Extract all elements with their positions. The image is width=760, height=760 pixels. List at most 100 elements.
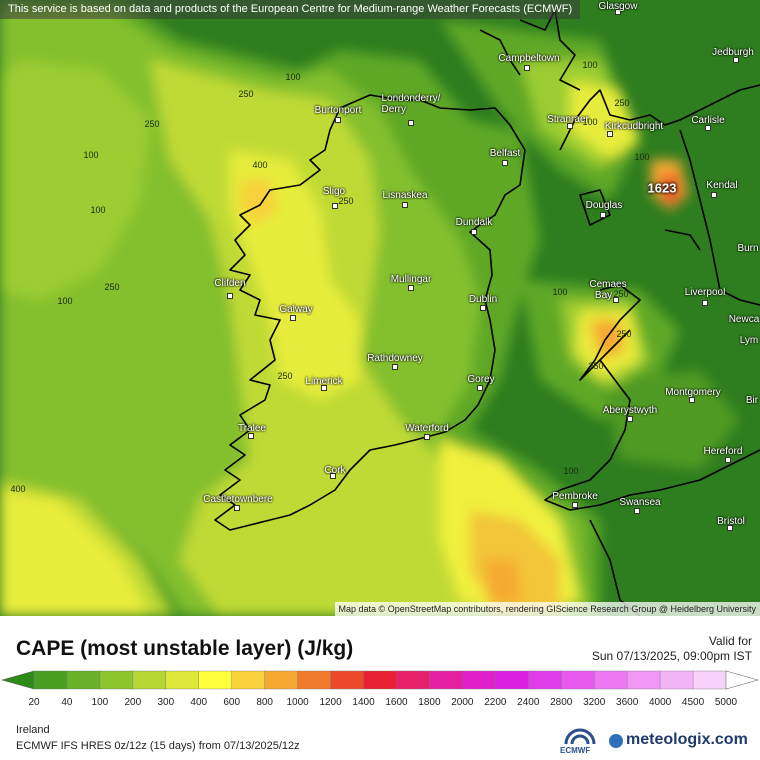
city-label: Newca — [728, 314, 760, 325]
city-label: Campbeltown — [498, 53, 560, 64]
scale-tick-label: 1400 — [352, 697, 375, 708]
contour-label: 250 — [104, 282, 120, 292]
city-marker — [613, 297, 619, 303]
contour-label: 250 — [144, 119, 160, 129]
scale-tick-label: 1200 — [319, 697, 342, 708]
cape-color-scale — [1, 670, 759, 690]
city-label: Tralee — [238, 423, 266, 434]
city-marker — [480, 305, 486, 311]
scale-tick-label: 3200 — [583, 697, 606, 708]
scale-segment — [626, 670, 661, 690]
city-marker — [702, 300, 708, 306]
city-marker — [572, 502, 578, 508]
scale-tick-label: 100 — [91, 697, 109, 708]
scale-segment — [659, 670, 694, 690]
city-label: Pembroke — [552, 491, 598, 502]
scale-tick-label: 1800 — [418, 697, 441, 708]
scale-tick-label: 800 — [256, 697, 273, 708]
ecmwf-attribution-banner: This service is based on data and produc… — [0, 0, 581, 19]
city-label-line: Derry — [381, 104, 406, 115]
city-label: Douglas — [585, 200, 623, 211]
cape-field — [0, 0, 760, 616]
city-marker — [330, 473, 336, 479]
city-label: Londonderry/Derry — [382, 93, 441, 115]
city-label: Lym — [739, 335, 759, 346]
city-label: Kendal — [706, 180, 738, 191]
contour-label: 100 — [83, 150, 99, 160]
city-label: Burtonport — [314, 105, 362, 116]
scale-segment — [462, 670, 497, 690]
scale-segment — [165, 670, 200, 690]
city-label: Bir — [745, 395, 759, 406]
city-marker — [408, 120, 414, 126]
scale-arrow-low — [1, 670, 35, 690]
cape-map: This service is based on data and produc… — [0, 0, 760, 616]
city-label: Swansea — [619, 497, 661, 508]
scale-tick-label: 300 — [157, 697, 175, 708]
city-marker — [705, 125, 711, 131]
city-marker — [471, 229, 477, 235]
contour-label: 100 — [285, 72, 301, 82]
city-label: Limerick — [305, 376, 343, 387]
contour-label: 100 — [582, 117, 598, 127]
scale-arrow-high — [725, 670, 759, 690]
city-marker — [290, 315, 296, 321]
city-marker — [627, 416, 633, 422]
valid-time: Sun 07/13/2025, 09:00pm IST — [591, 649, 752, 663]
scale-segment — [495, 670, 529, 690]
scale-segment — [363, 670, 398, 690]
scale-tick-label: 1600 — [385, 697, 408, 708]
scale-segment — [561, 670, 595, 690]
city-label: Hereford — [703, 446, 743, 457]
contour-label: 250 — [277, 371, 293, 381]
city-marker — [502, 160, 508, 166]
scale-segment — [132, 670, 167, 690]
city-label: Cemaes Bay — [589, 279, 626, 301]
scale-segment — [99, 670, 134, 690]
valid-label: Valid for — [708, 634, 752, 648]
city-label: Carlisle — [691, 115, 725, 126]
city-label: Waterford — [405, 423, 449, 434]
contour-label: 250 — [338, 196, 354, 206]
city-marker — [402, 202, 408, 208]
city-label: Liverpool — [684, 287, 726, 298]
scale-segment — [528, 670, 562, 690]
city-marker — [392, 364, 398, 370]
contour-label: 100 — [563, 466, 579, 476]
city-label: Montgomery — [665, 387, 721, 398]
city-label: Glasgow — [598, 1, 638, 12]
city-marker — [234, 505, 240, 511]
city-label: Castletownbere — [203, 494, 273, 505]
scale-tick-label: 400 — [190, 697, 208, 708]
scale-tick-label: 20 — [28, 697, 40, 708]
city-label: Mullingar — [390, 274, 432, 285]
contour-label: 250 — [613, 289, 629, 299]
city-marker — [689, 397, 695, 403]
city-marker — [711, 192, 717, 198]
model-run-label: ECMWF IFS HRES 0z/12z (15 days) from 07/… — [16, 740, 300, 752]
city-marker — [408, 285, 414, 291]
city-label: Gorey — [467, 374, 495, 385]
meteologix-brand[interactable]: meteologix.com — [626, 731, 748, 748]
city-label: Belfast — [489, 148, 521, 159]
city-marker — [424, 434, 430, 440]
city-label-line: Londonderry/ — [381, 93, 441, 104]
city-marker — [733, 57, 739, 63]
city-label: Jedburgh — [712, 47, 754, 58]
city-marker — [248, 433, 254, 439]
contour-label: 250 — [238, 89, 254, 99]
scale-segment — [429, 670, 464, 690]
max-value-label: 1623 — [647, 180, 677, 196]
city-label: Bristol — [717, 516, 745, 527]
scale-tick-label: 2000 — [451, 697, 474, 708]
scale-tick-label: 4500 — [681, 697, 705, 708]
city-label: Rathdowney — [367, 353, 423, 364]
city-marker — [332, 203, 338, 209]
contour-label: 100 — [582, 60, 598, 70]
city-marker — [727, 525, 733, 531]
city-marker — [335, 117, 341, 123]
scale-tick-label: 200 — [124, 697, 142, 708]
map-title: CAPE (most unstable layer) (J/kg) — [16, 637, 354, 660]
city-label: Dundalk — [455, 217, 493, 228]
scale-segment — [66, 670, 101, 690]
